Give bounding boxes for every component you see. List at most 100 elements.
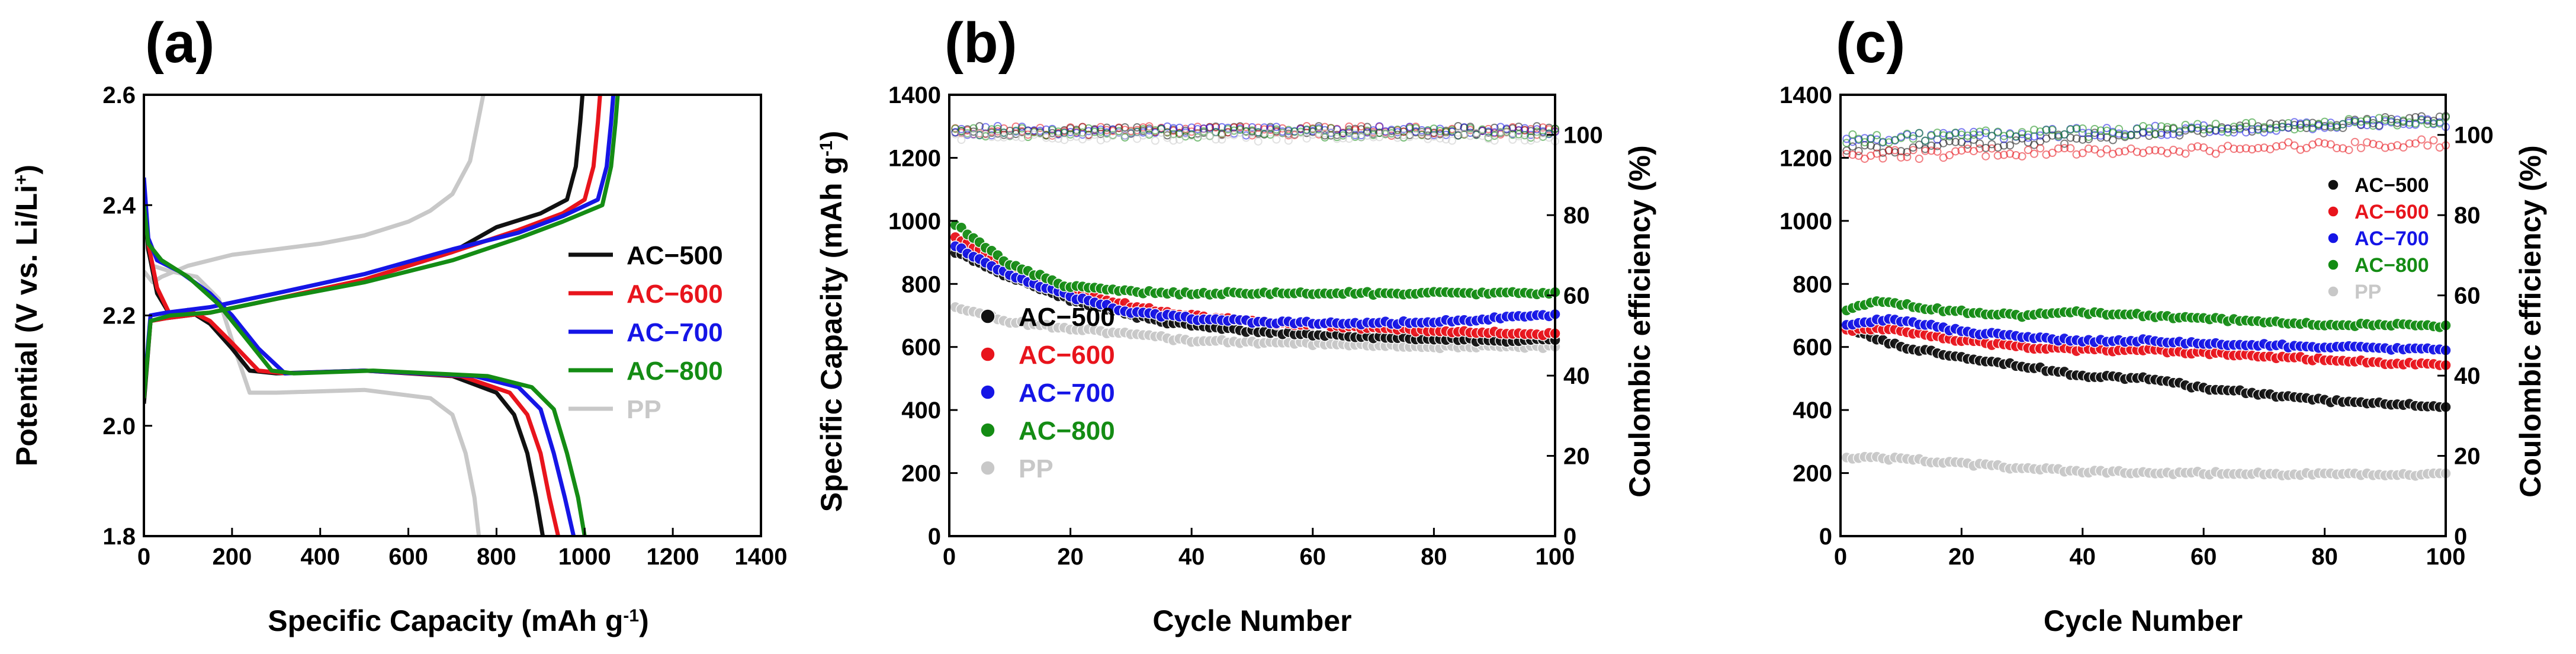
ce-point-ac-600 — [2072, 150, 2081, 159]
ce-point-ac-600 — [2023, 146, 2032, 155]
ce-point-ac-800 — [2115, 124, 2124, 133]
panel-b-xaxis-title: Cycle Number — [1152, 604, 1351, 637]
panel-b-yaxis-right-title-part: Coulombic efficiency (%) — [1623, 145, 1656, 498]
legend-label-ac-700: AC−700 — [2355, 227, 2429, 250]
ce-point-ac-800 — [2048, 126, 2057, 134]
ce-point-ac-800 — [2151, 130, 2160, 139]
ce-point-ac-500 — [2060, 139, 2069, 148]
ce-point-ac-600 — [2151, 146, 2160, 155]
legend-label-ac-800: AC−800 — [2355, 254, 2429, 277]
ce-point-ac-800 — [2012, 132, 2021, 141]
ce-point-pp — [1175, 135, 1184, 144]
panel-b-ytick-label: 800 — [901, 271, 941, 297]
ce-point-pp — [1533, 134, 1541, 143]
ce-point-ac-800 — [1399, 133, 1408, 142]
panel-c-ytick-label: 800 — [1793, 271, 1832, 297]
ce-point-ac-600 — [1981, 152, 1990, 161]
ce-point-ac-800 — [2260, 123, 2269, 132]
ce-point-ac-500 — [1490, 123, 1499, 132]
ce-point-ac-600 — [1357, 122, 1366, 131]
legend-label-ac-800: AC−800 — [1019, 416, 1115, 445]
ce-point-ac-600 — [2181, 149, 2190, 158]
ce-point-ac-700 — [1969, 127, 1978, 136]
ce-series-pp — [951, 128, 1559, 146]
legend-label-ac-500: AC−500 — [627, 241, 723, 270]
ce-point-pp — [1254, 137, 1263, 146]
ce-point-ac-500 — [1872, 143, 1881, 152]
legend-label-ac-600: AC−600 — [627, 280, 723, 309]
panel-a-ytick-label: 2.4 — [102, 193, 136, 219]
ce-point-ac-800 — [1939, 131, 1948, 140]
ce-point-ac-600 — [2254, 144, 2263, 153]
panel-a-xaxis-title-part: Specific Capacity (mAh g — [268, 604, 623, 637]
panel-b-yaxis-title-sup: -1 — [817, 140, 836, 156]
ce-point-ac-700 — [1042, 125, 1051, 134]
capacity-series-ac-700 — [949, 240, 1561, 331]
ce-point-ac-800 — [2084, 132, 2093, 141]
ce-point-ac-800 — [2247, 118, 2256, 127]
ce-point-ac-600 — [2241, 144, 2250, 153]
ce-point-pp — [1315, 129, 1324, 137]
ce-point-pp — [1321, 129, 1329, 137]
ce-point-ac-600 — [2326, 140, 2335, 149]
ce-point-ac-800 — [1290, 127, 1299, 136]
ce-point-ac-600 — [1993, 151, 2002, 160]
ce-point-pp — [1066, 133, 1075, 142]
panel-b: 0 20 40 60 80 1000200400600800100012001400020… — [815, 11, 1656, 637]
ce-point-ac-700 — [2023, 133, 2032, 142]
ce-point-pp — [1145, 129, 1154, 137]
ce-point-ac-600 — [2405, 139, 2414, 148]
ce-point-ac-600 — [2381, 143, 2389, 152]
ce-point-pp — [951, 130, 960, 139]
panel-c-ytick-label: 400 — [1793, 397, 1832, 424]
panel-b-plot-frame — [948, 94, 1556, 537]
ce-point-ac-500 — [2108, 136, 2117, 145]
panel-c-ytick-right-label: 60 — [2454, 283, 2481, 309]
legend-marker-pp — [2327, 286, 2339, 297]
ce-point-ac-800 — [2284, 118, 2293, 127]
ce-point-ac-500 — [1915, 140, 1923, 149]
ce-point-ac-500 — [1999, 141, 2008, 150]
ce-point-ac-800 — [1897, 133, 1906, 142]
ce-point-ac-600 — [1884, 146, 1893, 155]
panel-a-xaxis-title: Specific Capacity (mAh g-1) — [268, 604, 649, 637]
ce-point-ac-800 — [2266, 124, 2275, 133]
ce-point-ac-800 — [2211, 120, 2220, 129]
legend-marker-ac-600 — [2327, 206, 2339, 217]
panel-a-xtick-label: 1400 — [735, 544, 788, 570]
ce-point-ac-600 — [2096, 149, 2105, 158]
ce-point-ac-500 — [2006, 141, 2015, 150]
ce-point-ac-600 — [2314, 138, 2323, 147]
ce-point-ac-600 — [1976, 144, 1984, 153]
ce-point-ac-600 — [2006, 149, 2015, 158]
ce-point-ac-700 — [1272, 123, 1281, 132]
ce-point-pp — [1278, 129, 1287, 137]
ce-point-pp — [1199, 131, 1208, 140]
panel-a-xtick-label: 1000 — [558, 544, 611, 570]
ce-point-ac-800 — [2066, 125, 2075, 134]
ce-point-ac-500 — [1927, 141, 1936, 150]
panel-b-ytick-right-label: 80 — [1563, 203, 1590, 229]
ce-point-ac-800 — [1854, 134, 1863, 143]
ce-point-pp — [957, 136, 966, 145]
ce-point-ac-600 — [1999, 150, 2008, 159]
ce-point-ac-600 — [1017, 127, 1026, 136]
ce-point-ac-600 — [2048, 148, 2057, 157]
panel-b-xaxis-title-part: Cycle Number — [1152, 604, 1351, 637]
ce-point-ac-500 — [2339, 123, 2347, 132]
ce-point-ac-800 — [1072, 127, 1081, 136]
ce-point-ac-800 — [1878, 137, 1887, 146]
ce-point-ac-800 — [1375, 129, 1384, 137]
panel-c-ytick-right-label: 40 — [2454, 363, 2481, 389]
panel-c-xtick-label: 20 — [1948, 544, 1975, 570]
ce-point-ac-700 — [1860, 134, 1869, 143]
ce-point-pp — [1332, 134, 1341, 143]
panel-b-yaxis-title-part: Specific Capacity (mAh g — [815, 156, 848, 512]
panel-b-ytick-right-label: 20 — [1563, 444, 1590, 470]
ce-point-ac-800 — [1169, 130, 1178, 139]
ce-point-ac-800 — [1363, 126, 1371, 135]
ce-point-ac-800 — [2187, 124, 2196, 133]
ce-point-ac-600 — [2187, 143, 2196, 152]
ce-point-ac-800 — [2163, 123, 2172, 132]
ce-point-ac-800 — [2060, 130, 2069, 139]
